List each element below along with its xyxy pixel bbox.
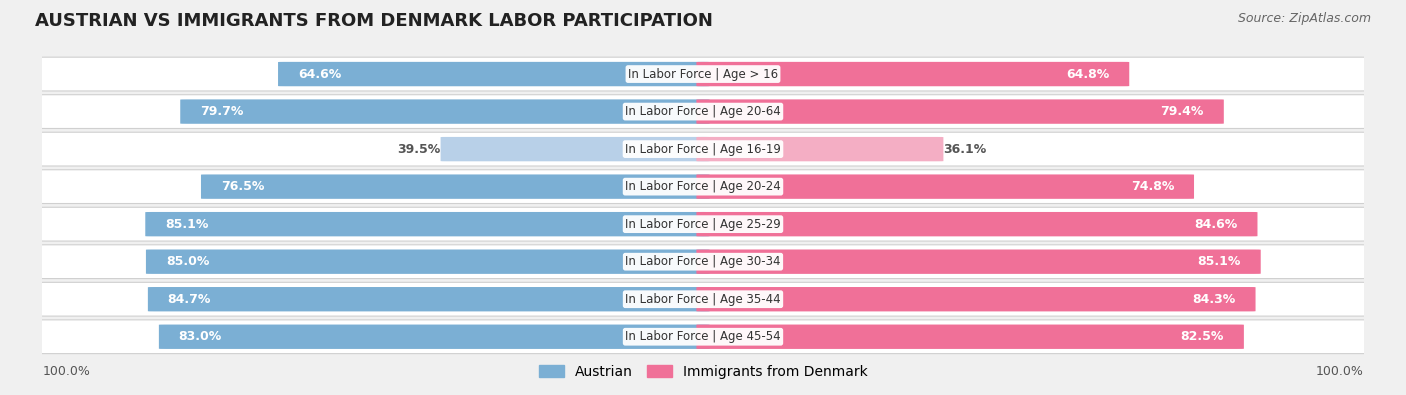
Text: 83.0%: 83.0% <box>179 330 222 343</box>
Text: 100.0%: 100.0% <box>1316 365 1364 378</box>
FancyBboxPatch shape <box>159 325 710 349</box>
FancyBboxPatch shape <box>31 282 1375 316</box>
Text: 82.5%: 82.5% <box>1181 330 1225 343</box>
FancyBboxPatch shape <box>31 320 1375 354</box>
FancyBboxPatch shape <box>696 250 1261 274</box>
Text: Source: ZipAtlas.com: Source: ZipAtlas.com <box>1237 12 1371 25</box>
Text: In Labor Force | Age 25-29: In Labor Force | Age 25-29 <box>626 218 780 231</box>
Text: In Labor Force | Age 35-44: In Labor Force | Age 35-44 <box>626 293 780 306</box>
Text: 39.5%: 39.5% <box>398 143 440 156</box>
Text: 85.1%: 85.1% <box>1198 255 1241 268</box>
Text: 100.0%: 100.0% <box>42 365 90 378</box>
FancyBboxPatch shape <box>696 212 1257 236</box>
Text: 85.0%: 85.0% <box>166 255 209 268</box>
FancyBboxPatch shape <box>696 175 1194 199</box>
FancyBboxPatch shape <box>696 62 1129 86</box>
FancyBboxPatch shape <box>31 132 1375 166</box>
Text: 84.7%: 84.7% <box>167 293 211 306</box>
Text: 74.8%: 74.8% <box>1130 180 1174 193</box>
Text: In Labor Force | Age 45-54: In Labor Force | Age 45-54 <box>626 330 780 343</box>
FancyBboxPatch shape <box>31 207 1375 241</box>
FancyBboxPatch shape <box>696 287 1256 311</box>
FancyBboxPatch shape <box>696 325 1244 349</box>
FancyBboxPatch shape <box>31 245 1375 278</box>
FancyBboxPatch shape <box>440 137 710 161</box>
Text: In Labor Force | Age 16-19: In Labor Force | Age 16-19 <box>626 143 780 156</box>
FancyBboxPatch shape <box>146 250 710 274</box>
Text: 36.1%: 36.1% <box>943 143 987 156</box>
FancyBboxPatch shape <box>278 62 710 86</box>
Text: 64.6%: 64.6% <box>298 68 342 81</box>
FancyBboxPatch shape <box>145 212 710 236</box>
Text: 84.6%: 84.6% <box>1195 218 1237 231</box>
Text: 79.7%: 79.7% <box>200 105 243 118</box>
FancyBboxPatch shape <box>31 95 1375 128</box>
FancyBboxPatch shape <box>180 100 710 124</box>
Text: In Labor Force | Age 20-64: In Labor Force | Age 20-64 <box>626 105 780 118</box>
FancyBboxPatch shape <box>696 100 1223 124</box>
Text: 85.1%: 85.1% <box>165 218 208 231</box>
Text: 84.3%: 84.3% <box>1192 293 1236 306</box>
FancyBboxPatch shape <box>696 137 943 161</box>
Text: In Labor Force | Age 30-34: In Labor Force | Age 30-34 <box>626 255 780 268</box>
FancyBboxPatch shape <box>148 287 710 311</box>
Text: AUSTRIAN VS IMMIGRANTS FROM DENMARK LABOR PARTICIPATION: AUSTRIAN VS IMMIGRANTS FROM DENMARK LABO… <box>35 12 713 30</box>
Text: In Labor Force | Age > 16: In Labor Force | Age > 16 <box>628 68 778 81</box>
Text: In Labor Force | Age 20-24: In Labor Force | Age 20-24 <box>626 180 780 193</box>
Legend: Austrian, Immigrants from Denmark: Austrian, Immigrants from Denmark <box>533 359 873 384</box>
FancyBboxPatch shape <box>31 57 1375 91</box>
FancyBboxPatch shape <box>201 175 710 199</box>
Text: 64.8%: 64.8% <box>1066 68 1109 81</box>
Text: 76.5%: 76.5% <box>221 180 264 193</box>
Text: 79.4%: 79.4% <box>1160 105 1204 118</box>
FancyBboxPatch shape <box>31 170 1375 203</box>
